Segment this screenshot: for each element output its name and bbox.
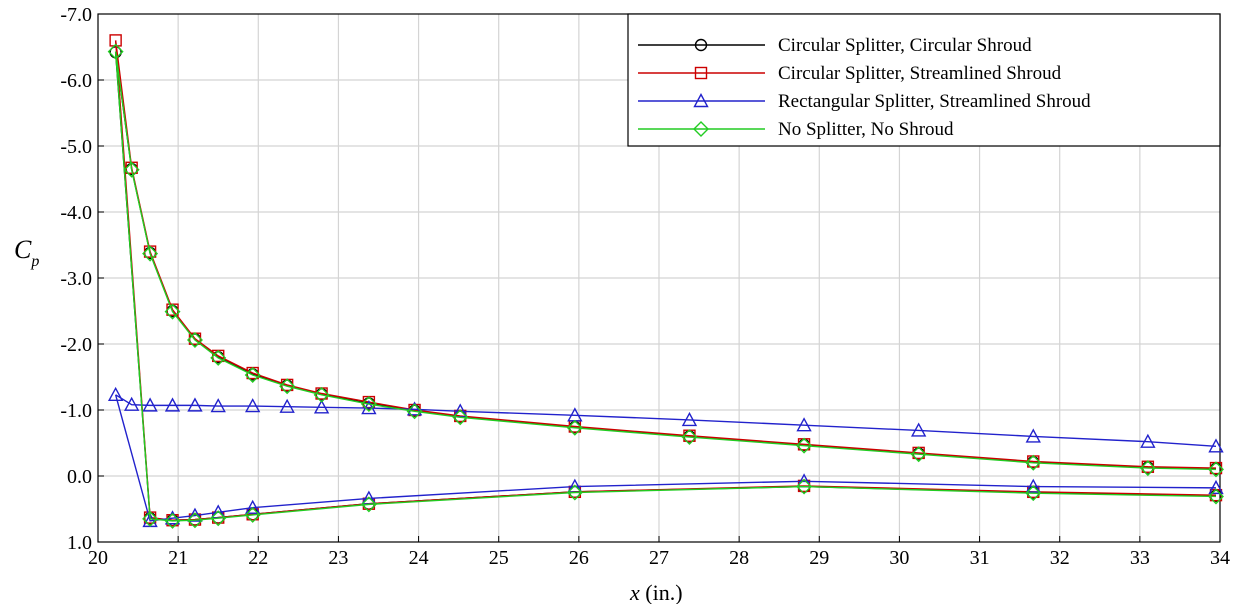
y-tick-label: -3.0 [60, 268, 92, 290]
legend-entry-label: Rectangular Splitter, Streamlined Shroud [778, 91, 1091, 112]
data-point-triangle [187, 397, 203, 412]
data-point-diamond [1208, 488, 1224, 505]
data-point-triangle [279, 398, 295, 413]
series-layer [107, 34, 1224, 529]
legend: Circular Splitter, Circular Shroud Circul… [627, 13, 1221, 147]
legend-marker-diamond [693, 121, 709, 137]
y-axis-label-sub: p [30, 253, 39, 270]
series-line-lower [114, 51, 1217, 522]
data-point-triangle [142, 397, 158, 412]
legend-entry-label: Circular Splitter, Streamlined Shroud [778, 63, 1062, 84]
data-point-triangle [1208, 479, 1224, 495]
data-point-triangle [681, 411, 698, 427]
x-axis-label: x (in.) [629, 580, 683, 604]
data-point-diamond [210, 349, 227, 366]
y-tick-label: -1.0 [60, 400, 92, 422]
x-tick-label: 25 [489, 547, 509, 569]
data-point-diamond [164, 303, 181, 320]
x-axis-label-unit: (in.) [640, 580, 683, 604]
data-point-diamond [796, 437, 813, 454]
x-tick-label: 27 [649, 547, 669, 569]
data-point-diamond [107, 43, 124, 60]
y-tick-label: -4.0 [60, 202, 92, 224]
data-point-diamond [123, 161, 140, 178]
series-line-lower [114, 394, 1216, 522]
data-point-triangle [910, 422, 927, 437]
data-point-diamond [910, 446, 927, 463]
data-point-diamond [244, 367, 261, 384]
legend-entry-label: No Splitter, No Shroud [778, 119, 954, 140]
x-axis-label-var: x [629, 580, 640, 604]
series-4 [107, 43, 1224, 529]
data-point-diamond [186, 512, 203, 529]
data-point-triangle [245, 499, 261, 514]
data-point-diamond [164, 512, 181, 529]
data-point-diamond [452, 409, 469, 426]
y-axis-label: Cp [14, 235, 39, 270]
data-point-triangle [1025, 478, 1041, 493]
data-point-triangle [210, 398, 226, 413]
x-tick-label: 34 [1210, 547, 1230, 569]
x-tick-label: 26 [569, 547, 589, 569]
legend-marker-square [694, 66, 708, 80]
data-point-triangle [107, 386, 124, 402]
data-point-diamond [210, 510, 227, 527]
y-tick-label: 1.0 [67, 532, 92, 554]
data-point-diamond [1139, 460, 1156, 477]
y-tick-label: -5.0 [60, 136, 92, 158]
data-point-diamond [796, 478, 813, 495]
series-3 [107, 386, 1224, 528]
data-point-diamond [566, 484, 583, 501]
x-tick-label: 28 [729, 547, 749, 569]
data-point-triangle [313, 399, 330, 414]
tick-labels: 20 21 22 23 24 25 26 27 28 29 30 31 32 33 34 -7.0 -6.0 -5… [60, 4, 1230, 569]
x-tick-label: 23 [328, 547, 348, 569]
data-point-diamond [142, 245, 159, 262]
data-point-triangle [123, 396, 140, 411]
data-point-diamond [1025, 485, 1042, 502]
data-point-diamond [186, 332, 203, 349]
data-point-diamond [360, 396, 377, 413]
series-line-upper [114, 51, 1217, 471]
x-tick-label: 32 [1050, 547, 1070, 569]
data-point-diamond [1208, 461, 1224, 478]
legend-entry-label: Circular Splitter, Circular Shroud [778, 35, 1032, 56]
data-point-triangle [1140, 433, 1156, 448]
legend-marker-circle [694, 38, 708, 52]
data-point-triangle [245, 398, 261, 413]
x-tick-label: 24 [409, 547, 429, 569]
x-tick-label: 31 [970, 547, 990, 569]
data-point-square [109, 34, 122, 47]
data-point-triangle [1208, 438, 1224, 453]
y-tick-label: -6.0 [60, 70, 92, 92]
x-tick-label: 30 [889, 547, 909, 569]
data-point-triangle [406, 401, 423, 416]
x-tick-label: 21 [168, 547, 188, 569]
y-tick-label: -7.0 [60, 4, 92, 26]
x-tick-label: 22 [248, 547, 268, 569]
data-point-diamond [360, 496, 377, 513]
legend-box [627, 13, 1221, 147]
data-point-diamond [279, 378, 296, 395]
data-point-diamond [681, 429, 698, 446]
data-point-triangle [187, 507, 203, 522]
legend-marker-triangle [693, 93, 709, 108]
data-point-diamond [1025, 454, 1042, 471]
data-point-triangle [1025, 428, 1041, 443]
data-point-diamond [313, 386, 330, 403]
x-tick-label: 29 [809, 547, 829, 569]
data-point-diamond [566, 419, 583, 436]
y-axis-label-main: C [14, 235, 32, 264]
x-tick-label: 20 [88, 547, 108, 569]
series-line-upper [115, 394, 1217, 447]
y-tick-label: 0.0 [67, 466, 92, 488]
data-point-diamond [406, 403, 423, 420]
data-point-diamond [142, 510, 159, 527]
x-tick-label: 33 [1130, 547, 1150, 569]
y-tick-label: -2.0 [60, 334, 92, 356]
data-point-triangle [164, 397, 181, 412]
data-point-triangle [796, 417, 812, 432]
data-point-diamond [244, 506, 261, 523]
